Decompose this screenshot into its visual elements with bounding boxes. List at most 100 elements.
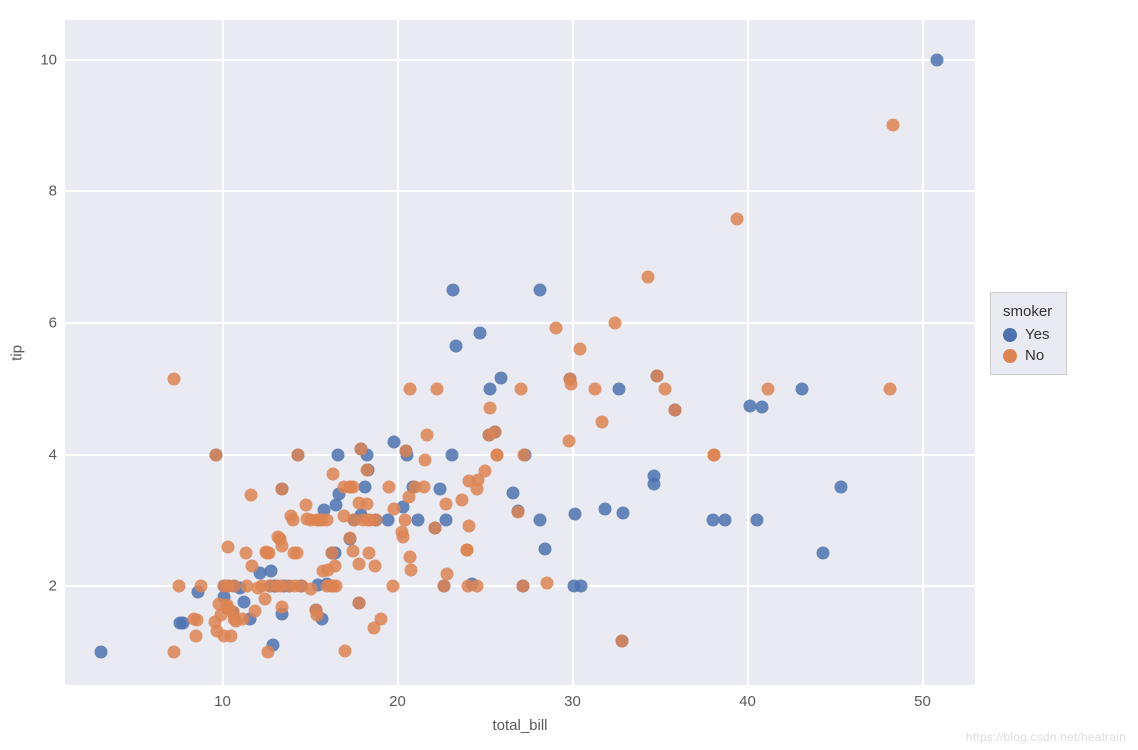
scatter-point — [331, 448, 344, 461]
scatter-point — [835, 481, 848, 494]
scatter-point — [276, 482, 289, 495]
scatter-point — [460, 544, 473, 557]
scatter-point — [706, 514, 719, 527]
x-tick-label: 10 — [214, 693, 231, 710]
scatter-point — [396, 525, 409, 538]
plot-area — [65, 20, 975, 685]
scatter-point — [439, 497, 452, 510]
scatter-point — [402, 491, 415, 504]
scatter-point — [212, 598, 225, 611]
scatter-point — [517, 448, 530, 461]
scatter-point — [446, 283, 459, 296]
scatter-point — [641, 270, 654, 283]
scatter-point — [326, 547, 339, 560]
y-tick-label: 6 — [35, 314, 57, 331]
scatter-point — [484, 401, 497, 414]
scatter-point — [262, 646, 275, 659]
legend-item: Yes — [1003, 326, 1052, 343]
scatter-point — [613, 382, 626, 395]
scatter-point — [209, 448, 222, 461]
scatter-point — [251, 582, 264, 595]
scatter-point — [534, 283, 547, 296]
scatter-point — [755, 401, 768, 414]
scatter-point — [596, 415, 609, 428]
scatter-point — [313, 514, 326, 527]
scatter-point — [568, 508, 581, 521]
scatter-point — [187, 613, 200, 626]
scatter-point — [617, 507, 630, 520]
scatter-point — [428, 522, 441, 535]
scatter-point — [353, 557, 366, 570]
scatter-point — [225, 629, 238, 642]
scatter-point — [403, 382, 416, 395]
x-tick-label: 30 — [564, 693, 581, 710]
scatter-point — [573, 343, 586, 356]
x-axis-label: total_bill — [492, 717, 547, 734]
scatter-point — [286, 514, 299, 527]
gridline-h — [65, 190, 975, 192]
scatter-point — [168, 372, 181, 385]
scatter-point — [287, 547, 300, 560]
scatter-point — [751, 514, 764, 527]
y-tick-label: 4 — [35, 446, 57, 463]
scatter-point — [329, 560, 342, 573]
scatter-point — [387, 580, 400, 593]
scatter-point — [549, 322, 562, 335]
scatter-point — [887, 119, 900, 132]
legend-title: smoker — [1003, 303, 1052, 320]
scatter-point — [506, 487, 519, 500]
watermark: https://blog.csdn.net/heatrain — [966, 730, 1126, 744]
scatter-point — [658, 382, 671, 395]
scatter-point — [433, 482, 446, 495]
scatter-point — [563, 435, 576, 448]
legend-item: No — [1003, 347, 1052, 364]
scatter-point — [240, 547, 253, 560]
scatter-point — [483, 382, 496, 395]
scatter-point — [455, 493, 468, 506]
scatter-point — [95, 646, 108, 659]
scatter-point — [344, 481, 357, 494]
scatter-point — [343, 531, 356, 544]
scatter-point — [359, 481, 372, 494]
scatter-point — [494, 372, 507, 385]
scatter-point — [411, 514, 424, 527]
y-axis-label: tip — [9, 345, 26, 361]
scatter-point — [491, 448, 504, 461]
scatter-point — [249, 604, 262, 617]
scatter-point — [367, 622, 380, 635]
scatter-point — [347, 544, 360, 557]
scatter-point — [511, 506, 524, 519]
scatter-point — [190, 629, 203, 642]
scatter-point — [361, 497, 374, 510]
scatter-point — [417, 481, 430, 494]
scatter-point — [347, 514, 360, 527]
y-tick-label: 8 — [35, 183, 57, 200]
scatter-point — [291, 448, 304, 461]
scatter-point — [310, 603, 323, 616]
scatter-point — [283, 580, 296, 593]
scatter-point — [647, 469, 660, 482]
scatter-point — [449, 339, 462, 352]
scatter-chart: smoker Yes No https://blog.csdn.net/heatr… — [0, 0, 1138, 750]
scatter-point — [381, 514, 394, 527]
scatter-point — [930, 53, 943, 66]
scatter-point — [598, 502, 611, 515]
scatter-point — [221, 540, 234, 553]
x-tick-label: 40 — [739, 693, 756, 710]
scatter-point — [462, 519, 475, 532]
scatter-point — [362, 547, 375, 560]
scatter-point — [353, 596, 366, 609]
scatter-point — [445, 448, 458, 461]
scatter-point — [430, 382, 443, 395]
legend: smoker Yes No — [990, 292, 1067, 375]
scatter-point — [541, 576, 554, 589]
scatter-point — [563, 373, 576, 386]
scatter-point — [400, 444, 413, 457]
scatter-point — [355, 443, 368, 456]
scatter-point — [325, 580, 338, 593]
scatter-point — [403, 550, 416, 563]
y-tick-label: 10 — [35, 51, 57, 68]
scatter-point — [326, 467, 339, 480]
scatter-point — [172, 580, 185, 593]
scatter-point — [588, 382, 601, 395]
